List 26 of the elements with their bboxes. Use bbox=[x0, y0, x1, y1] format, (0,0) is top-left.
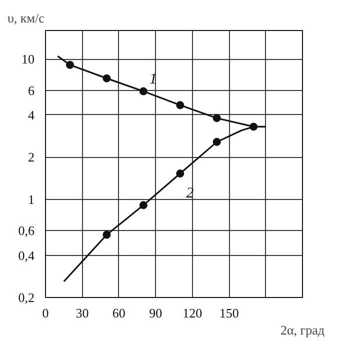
point bbox=[212, 138, 221, 146]
x-tick-label: 0 bbox=[42, 306, 49, 320]
y-tick-label: 0,6 bbox=[18, 223, 35, 238]
x-tick-label: 90 bbox=[149, 306, 162, 320]
y-tick-label: 10 bbox=[22, 52, 34, 67]
x-tick-label: 60 bbox=[112, 306, 126, 320]
x-tick-label: 120 bbox=[182, 306, 202, 320]
y-tick-label: 0,4 bbox=[18, 248, 35, 263]
y-tick-label: 4 bbox=[28, 107, 35, 122]
y-tick-label: 1 bbox=[28, 192, 34, 207]
point bbox=[139, 201, 148, 210]
y-tick-label: 2 bbox=[28, 150, 34, 165]
point bbox=[212, 114, 221, 122]
point bbox=[66, 60, 74, 69]
point bbox=[176, 101, 184, 110]
point bbox=[102, 230, 111, 239]
point bbox=[139, 87, 148, 96]
x-tick-label: 30 bbox=[76, 306, 89, 320]
point bbox=[250, 122, 258, 131]
x-tick-label: 150 bbox=[219, 306, 239, 320]
y-tick-label: 6 bbox=[28, 82, 35, 98]
point bbox=[102, 74, 111, 82]
point bbox=[176, 170, 184, 178]
y-tick-label: 0,2 bbox=[18, 290, 34, 305]
x-axis-title: 2α, град bbox=[280, 322, 325, 338]
y-axis-title: υ, км/с bbox=[8, 10, 45, 26]
